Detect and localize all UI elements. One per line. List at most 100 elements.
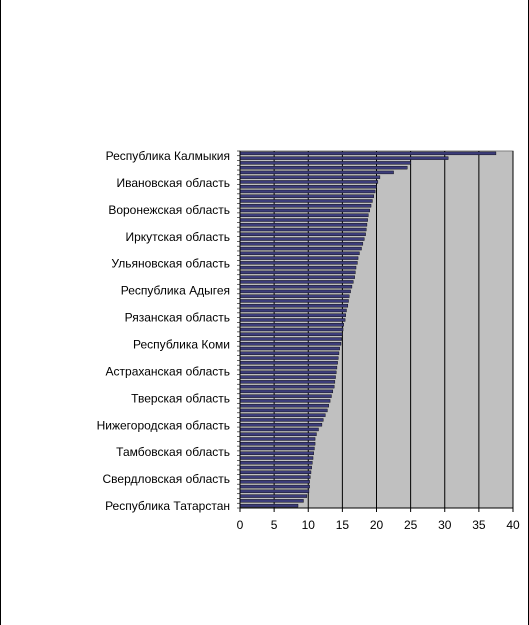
bar-34 [239, 308, 347, 313]
category-label: Иркутская область [126, 230, 231, 244]
bar-3 [239, 161, 411, 165]
bar-25 [239, 265, 357, 270]
bar-14 [239, 213, 369, 217]
bar-65 [239, 456, 314, 460]
bar-31 [239, 294, 350, 298]
bar-72 [239, 489, 310, 494]
bar-28 [239, 280, 354, 284]
bar-54 [239, 403, 329, 408]
category-label: Астраханская область [106, 364, 230, 378]
bar-58 [239, 423, 323, 427]
x-tick-label-20: 20 [370, 518, 384, 532]
bar-70 [239, 480, 310, 484]
bar-11 [239, 199, 373, 203]
bar-66 [239, 461, 313, 465]
bar-26 [239, 270, 356, 275]
bar-2 [239, 156, 449, 160]
bar-42 [239, 346, 340, 351]
x-tick-label-30: 30 [438, 518, 452, 532]
bar-71 [239, 484, 310, 489]
bar-47 [239, 370, 337, 375]
category-label: Тамбовская область [116, 445, 230, 459]
bar-16 [239, 223, 368, 227]
bar-57 [239, 418, 324, 422]
bar-49 [239, 380, 336, 384]
bar-55 [239, 408, 328, 413]
bar-5 [239, 170, 394, 175]
bar-15 [239, 218, 368, 222]
category-label: Ульяновская область [111, 257, 230, 271]
bar-35 [239, 313, 346, 317]
category-label: Тверская область [131, 391, 230, 405]
bar-4 [239, 165, 408, 170]
bar-52 [239, 394, 332, 398]
bar-22 [239, 251, 360, 256]
bar-51 [239, 389, 334, 394]
bar-19 [239, 237, 365, 241]
bar-18 [239, 232, 366, 236]
bar-21 [239, 246, 362, 251]
bar-53 [239, 399, 331, 403]
x-tick-label-25: 25 [404, 518, 418, 532]
bar-20 [239, 242, 364, 246]
category-label: Воронежская область [108, 203, 230, 217]
bar-40 [239, 337, 342, 341]
category-label: Нижегородская область [97, 418, 230, 432]
bar-67 [239, 465, 312, 470]
bar-23 [239, 256, 359, 260]
bar-30 [239, 289, 351, 294]
bar-12 [239, 204, 372, 208]
x-tick-label-10: 10 [302, 518, 316, 532]
bar-48 [239, 375, 336, 379]
category-label: Рязанская область [125, 311, 230, 325]
bar-1 [239, 151, 497, 156]
bar-63 [239, 446, 315, 451]
bar-9 [239, 189, 376, 194]
bar-27 [239, 275, 355, 279]
bar-17 [239, 227, 367, 232]
bar-38 [239, 327, 344, 332]
bar-45 [239, 361, 338, 365]
x-axis-ticks: 0 5 10 15 20 25 30 35 40 [237, 508, 520, 532]
bar-62 [239, 442, 316, 446]
bar-7 [239, 180, 379, 184]
bar-24 [239, 261, 358, 265]
category-label: Республика Татарстан [105, 499, 230, 513]
bar-10 [239, 194, 374, 198]
bar-44 [239, 356, 339, 360]
bar-69 [239, 475, 311, 479]
bar-37 [239, 323, 344, 327]
category-label: Республика Коми [133, 338, 230, 352]
bar-46 [239, 365, 338, 370]
category-label: Республика Адыгея [121, 284, 230, 298]
bar-39 [239, 332, 343, 336]
bar-75 [239, 503, 299, 508]
category-labels: Республика Калмыкия Ивановская область Вор… [97, 149, 230, 513]
bar-56 [239, 413, 326, 417]
bar-59 [239, 427, 319, 432]
bar-13 [239, 208, 370, 213]
bar-32 [239, 299, 349, 303]
bar-61 [239, 437, 316, 441]
bar-68 [239, 470, 312, 474]
bar-60 [239, 432, 317, 436]
bar-29 [239, 284, 353, 289]
x-tick-label-15: 15 [336, 518, 350, 532]
bar-8 [239, 185, 377, 189]
category-label: Ивановская область [116, 176, 230, 190]
bar-43 [239, 351, 340, 355]
x-tick-label-35: 35 [472, 518, 486, 532]
category-label: Свердловская область [103, 472, 230, 486]
bar-6 [239, 175, 381, 179]
category-label: Республика Калмыкия [106, 149, 230, 163]
bar-64 [239, 451, 314, 455]
bar-50 [239, 384, 335, 389]
x-tick-label-0: 0 [237, 518, 244, 532]
x-tick-label-5: 5 [271, 518, 278, 532]
bar-36 [239, 318, 346, 322]
bar-33 [239, 304, 349, 308]
bar-73 [239, 494, 308, 498]
bar-41 [239, 342, 342, 346]
x-tick-label-40: 40 [506, 518, 520, 532]
